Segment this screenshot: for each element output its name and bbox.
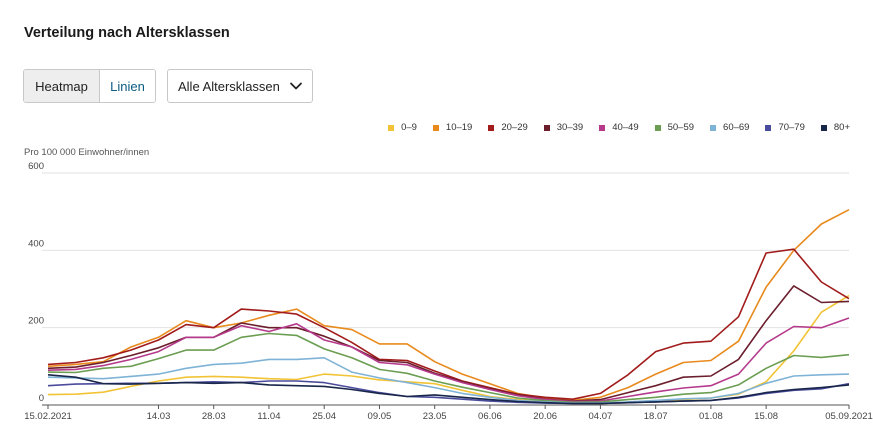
x-tick-label: 28.03 <box>202 411 226 422</box>
legend-label: 0–9 <box>401 122 417 133</box>
series-line-20–29 <box>47 248 850 401</box>
y-tick-label: 0 <box>39 393 44 404</box>
legend-label: 80+ <box>833 122 850 133</box>
series-line-10–19 <box>47 208 850 402</box>
legend-item[interactable]: 40–49 <box>599 122 639 133</box>
legend-swatch <box>599 124 606 131</box>
legend-item[interactable]: 30–39 <box>543 122 584 133</box>
view-toggle: Heatmap Linien <box>23 69 156 103</box>
x-tick-label: 23.05 <box>423 411 447 422</box>
y-axis-unit-label: Pro 100 000 Einwohner/innen <box>24 147 150 158</box>
legend-swatch <box>543 124 550 131</box>
series-line-40–49 <box>47 317 850 403</box>
series-line-50–59 <box>47 332 850 404</box>
lines-tab[interactable]: Linien <box>100 70 155 102</box>
x-tick-label: 18.07 <box>644 411 668 422</box>
heatmap-tab[interactable]: Heatmap <box>24 70 100 102</box>
legend-label: 20–29 <box>501 122 528 133</box>
y-tick-label: 600 <box>28 161 44 172</box>
legend-item[interactable]: 10–19 <box>432 122 473 133</box>
legend-label: 70–79 <box>778 122 805 133</box>
x-tick-label: 11.04 <box>257 411 280 422</box>
chart-legend: 0–9 10–19 20–29 30–39 40–49 50–59 60–69 70–79 80… <box>372 122 850 133</box>
age-class-select-value: Alle Altersklassen <box>178 78 280 94</box>
x-tick-label: 15.08 <box>754 411 778 422</box>
legend-label: 60–69 <box>723 122 750 133</box>
legend-item[interactable]: 20–29 <box>488 122 528 133</box>
series-line-80+ <box>47 374 850 405</box>
x-tick-label: 25.04 <box>312 411 336 422</box>
legend-label: 10–19 <box>445 122 473 133</box>
y-tick-label: 200 <box>28 316 44 327</box>
legend-swatch <box>388 124 395 131</box>
legend-swatch <box>820 124 827 131</box>
x-tick-label: 05.09.2021 <box>825 411 873 422</box>
x-tick-label: 20.06 <box>533 411 557 422</box>
legend-swatch <box>654 124 661 131</box>
x-tick-label: 01.08 <box>699 411 723 422</box>
legend-swatch <box>765 124 772 131</box>
y-tick-label: 400 <box>28 238 44 249</box>
legend-item[interactable]: 50–59 <box>654 122 695 133</box>
x-tick-label: 04.07 <box>589 411 613 422</box>
legend-swatch <box>710 124 717 131</box>
legend-item[interactable]: 0–9 <box>388 122 417 133</box>
chevron-down-icon <box>290 82 302 90</box>
legend-swatch <box>432 124 439 131</box>
x-tick-label: 14.03 <box>147 411 171 422</box>
page-title: Verteilung nach Altersklassen <box>24 25 230 41</box>
legend-label: 50–59 <box>667 122 695 133</box>
legend-label: 40–49 <box>612 122 639 133</box>
legend-item[interactable]: 80+ <box>820 122 850 133</box>
x-tick-label: 09.05 <box>368 411 392 422</box>
x-tick-label: 06.06 <box>478 411 502 422</box>
series-line-60–69 <box>47 356 850 404</box>
legend-label: 30–39 <box>556 122 584 133</box>
legend-item[interactable]: 60–69 <box>710 122 749 133</box>
age-class-select[interactable]: Alle Altersklassen <box>167 69 313 103</box>
legend-swatch <box>488 124 495 131</box>
legend-item[interactable]: 70–79 <box>765 122 805 133</box>
x-tick-label: 15.02.2021 <box>24 411 72 422</box>
